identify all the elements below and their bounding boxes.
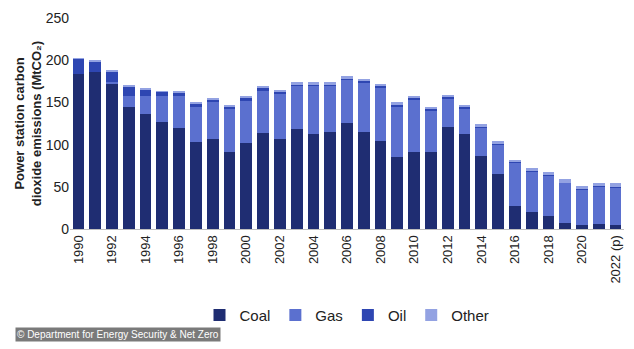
svg-text:2014: 2014: [474, 235, 489, 264]
svg-text:Other: Other: [451, 307, 489, 324]
svg-text:2022 (p): 2022 (p): [608, 235, 623, 283]
svg-text:1992: 1992: [104, 235, 119, 264]
svg-text:Coal: Coal: [240, 307, 271, 324]
svg-text:2000: 2000: [238, 235, 253, 264]
svg-text:2016: 2016: [507, 235, 522, 264]
svg-text:2012: 2012: [440, 235, 455, 264]
svg-text:0: 0: [61, 221, 69, 237]
svg-text:2002: 2002: [272, 235, 287, 264]
svg-text:2008: 2008: [373, 235, 388, 264]
svg-text:Oil: Oil: [388, 307, 406, 324]
svg-text:2010: 2010: [406, 235, 421, 264]
svg-text:1994: 1994: [138, 235, 153, 264]
svg-text:1990: 1990: [71, 235, 86, 264]
svg-text:2006: 2006: [339, 235, 354, 264]
svg-text:2004: 2004: [306, 235, 321, 264]
svg-text:150: 150: [46, 94, 70, 110]
svg-text:© Department for Energy Securi: © Department for Energy Security & Net Z…: [17, 329, 219, 340]
svg-text:Gas: Gas: [315, 307, 343, 324]
svg-text:200: 200: [46, 52, 70, 68]
svg-text:250: 250: [46, 10, 70, 26]
svg-text:50: 50: [53, 179, 69, 195]
svg-text:2020: 2020: [574, 235, 589, 264]
svg-text:100: 100: [46, 137, 70, 153]
svg-text:1998: 1998: [205, 235, 220, 264]
svg-text:2018: 2018: [541, 235, 556, 264]
svg-text:1996: 1996: [171, 235, 186, 264]
svg-text:Power station carbondioxide em: Power station carbondioxide emissions (M…: [12, 41, 44, 206]
